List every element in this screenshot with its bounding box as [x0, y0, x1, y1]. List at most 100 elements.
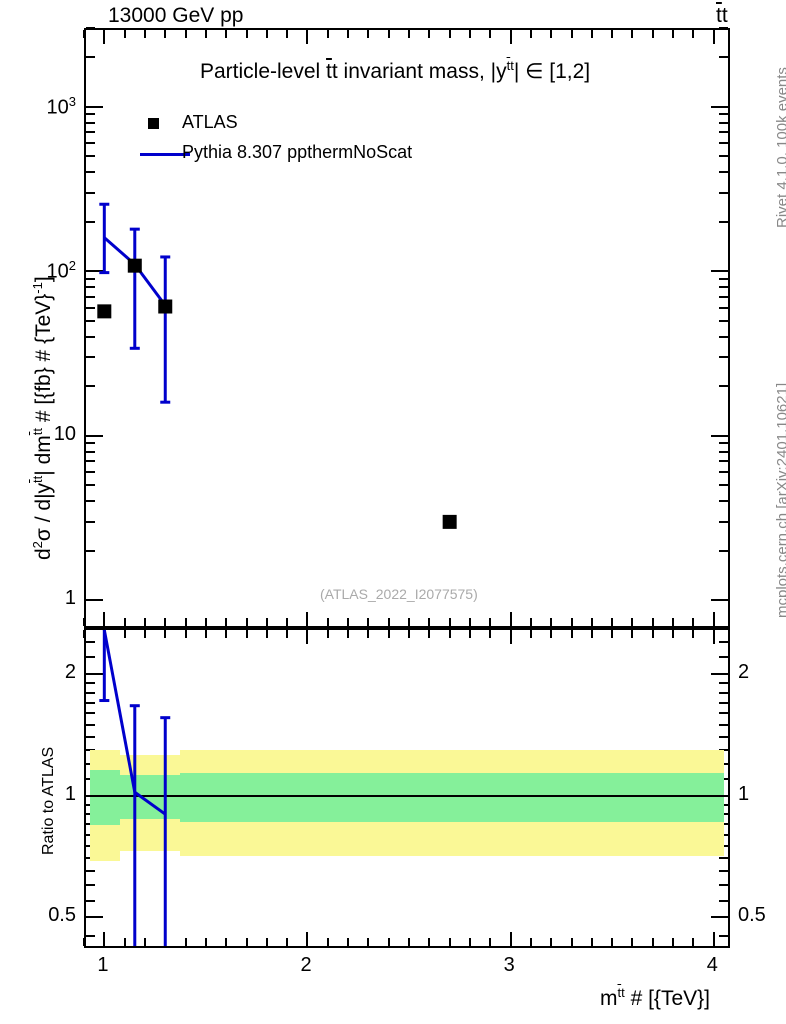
x-tick-ratio-top	[204, 630, 207, 638]
x-tick-ratio-bottom	[265, 938, 268, 946]
y-tick-left	[86, 385, 95, 388]
y-tick-ratio-left	[86, 899, 95, 902]
x-tick-top	[83, 30, 85, 38]
analysis-id-watermark: (ATLAS_2022_I2077575)	[320, 586, 478, 602]
y-tick-label-ratio-right: 2	[738, 661, 750, 684]
y-tick-right	[719, 450, 728, 453]
y-tick-ratio-right	[719, 934, 728, 937]
y-tick-ratio-right	[719, 627, 728, 629]
y-tick-ratio-right	[719, 712, 728, 715]
x-tick-ratio-bottom	[428, 938, 431, 946]
x-tick-top	[611, 30, 614, 38]
x-tick-ratio-top	[83, 630, 85, 638]
x-tick-ratio-bottom	[570, 938, 573, 946]
x-tick-ratio-bottom	[306, 932, 309, 946]
y-tick-left	[86, 55, 95, 58]
x-tick-ratio-top	[143, 630, 146, 638]
x-tick-label: 2	[300, 954, 312, 976]
y-tick-right	[719, 442, 728, 445]
x-tick-ratio-top	[306, 630, 309, 644]
y-tick-right	[719, 155, 728, 158]
y-tick-right	[719, 113, 728, 116]
x-tick-top	[550, 30, 553, 38]
y-tick-label-main: 103	[46, 93, 76, 119]
y-tick-ratio-right	[719, 899, 728, 902]
y-tick-ratio-left	[86, 627, 95, 629]
x-tick-bottom	[631, 618, 634, 626]
x-tick-top	[692, 30, 695, 38]
x-tick-bottom	[387, 618, 390, 626]
x-tick-top	[570, 30, 573, 38]
x-tick-top	[286, 30, 289, 38]
x-tick-top	[712, 30, 715, 44]
x-tick-bottom	[123, 618, 126, 626]
x-tick-bottom	[306, 612, 309, 626]
y-tick-ratio-left	[86, 691, 95, 694]
y-tick-right	[711, 270, 728, 273]
x-tick-top	[326, 30, 329, 38]
x-tick-top	[529, 30, 532, 38]
x-tick-top	[123, 30, 126, 38]
x-tick-ratio-bottom	[631, 938, 634, 946]
y-tick-ratio-right	[719, 870, 728, 873]
x-tick-ratio-top	[347, 630, 350, 638]
y-tick-ratio-left	[86, 723, 95, 726]
y-tick-right	[719, 121, 728, 124]
x-tick-ratio-top	[123, 630, 126, 638]
x-tick-ratio-top	[509, 630, 512, 644]
y-tick-ratio-right	[719, 735, 728, 738]
y-tick-left	[86, 484, 95, 487]
x-tick-ratio-bottom	[489, 938, 492, 946]
y-tick-right	[719, 277, 728, 280]
y-tick-ratio-right	[719, 682, 728, 685]
y-tick-left	[86, 306, 95, 309]
y-tick-right	[719, 520, 728, 523]
x-tick-ratio-bottom	[103, 932, 106, 946]
x-tick-label: 1	[97, 954, 109, 976]
y-tick-ratio-left	[86, 884, 95, 887]
y-tick-left	[86, 27, 95, 29]
x-tick-ratio-top	[387, 630, 390, 638]
x-tick-top	[367, 30, 370, 38]
x-tick-ratio-bottom	[468, 938, 471, 946]
x-tick-top	[509, 30, 512, 44]
y-tick-right	[719, 171, 728, 174]
x-tick-ratio-bottom	[245, 938, 248, 946]
x-tick-ratio-top	[408, 630, 411, 638]
y-tick-right	[719, 295, 728, 298]
x-tick-bottom	[651, 618, 654, 626]
y-tick-left	[86, 142, 95, 145]
y-tick-right	[719, 549, 728, 552]
x-tick-label: 4	[706, 954, 718, 976]
y-tick-right	[711, 599, 728, 602]
y-tick-ratio-left	[86, 916, 103, 919]
x-tick-bottom	[611, 618, 614, 626]
y-axis-title-main: d2σ / d|ytt| dmtt # [{fb} # {TeV}-1]	[30, 276, 55, 560]
y-tick-ratio-left	[86, 934, 95, 937]
x-tick-bottom	[672, 618, 675, 626]
x-tick-ratio-top	[164, 630, 167, 638]
x-tick-bottom	[143, 618, 146, 626]
x-tick-ratio-top	[529, 630, 532, 638]
x-tick-ratio-top	[651, 630, 654, 638]
x-tick-bottom	[184, 618, 187, 626]
x-tick-bottom	[347, 618, 350, 626]
x-tick-top	[468, 30, 471, 38]
y-tick-left	[86, 520, 95, 523]
x-tick-bottom	[428, 618, 431, 626]
y-tick-right	[719, 484, 728, 487]
y-tick-ratio-left	[86, 735, 95, 738]
x-tick-ratio-top	[184, 630, 187, 638]
x-tick-ratio-top	[550, 630, 553, 638]
x-tick-bottom	[103, 612, 106, 626]
y-tick-label-ratio-right: 1	[738, 782, 750, 805]
x-tick-ratio-bottom	[123, 938, 126, 946]
y-tick-left	[86, 460, 95, 463]
x-tick-ratio-bottom	[529, 938, 532, 946]
y-tick-left	[86, 155, 95, 158]
x-tick-ratio-top	[428, 630, 431, 638]
y-tick-ratio-left	[86, 682, 95, 685]
x-tick-top	[631, 30, 634, 38]
y-tick-left	[86, 121, 95, 124]
